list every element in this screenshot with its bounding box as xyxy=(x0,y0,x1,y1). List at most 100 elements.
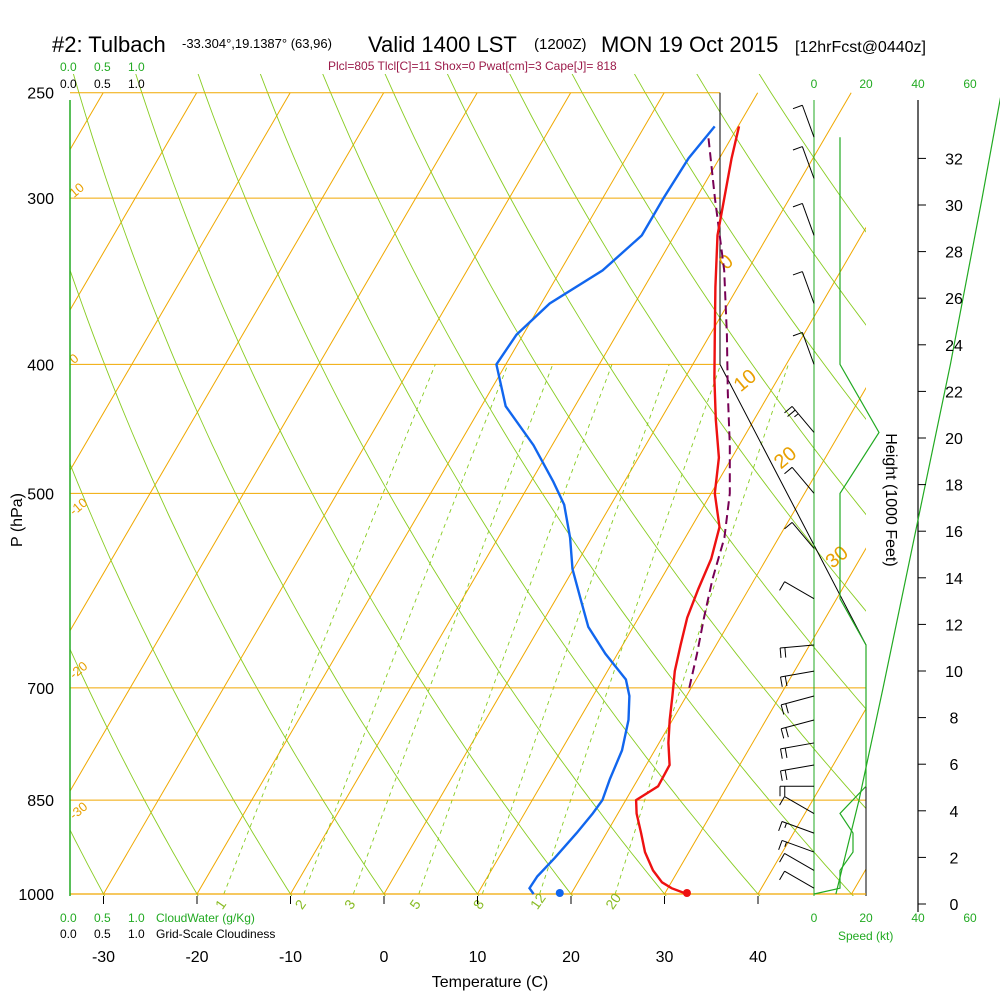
isotherm-line xyxy=(70,92,198,311)
height-tick-label: 6 xyxy=(950,757,959,774)
height-tick-label: 2 xyxy=(950,850,959,867)
wind-barb xyxy=(792,146,815,179)
dry-adiabat-line xyxy=(384,74,866,810)
frame-right-diagonal xyxy=(719,364,867,896)
dry-adiabat-line xyxy=(633,74,866,420)
top-black-tick-1: 0.5 xyxy=(94,77,111,91)
height-tick-label: 14 xyxy=(945,571,963,588)
dry-adiabat-line xyxy=(70,268,386,896)
wind-barb xyxy=(780,764,815,781)
isotherm-label: 0 xyxy=(715,250,738,274)
dry-adiabat-line xyxy=(135,74,574,896)
params-line: Plcl=805 Tlcl[C]=11 Shox=0 Pwat[cm]=3 Ca… xyxy=(328,59,617,73)
wind-barb-staff xyxy=(781,719,815,730)
dewpoint-line xyxy=(495,125,716,895)
wind-barb-staff xyxy=(801,332,815,365)
isotherm-line xyxy=(70,92,291,472)
wind-barb-flag xyxy=(784,770,788,781)
cw-tick-2: 1.0 xyxy=(128,911,145,925)
dry-adiabat-line xyxy=(72,74,480,896)
height-tick-label: 24 xyxy=(945,338,963,355)
wind-barb-flag xyxy=(780,704,785,715)
wind-barb xyxy=(779,852,815,871)
bottom-cloud-scales: 0.0 0.5 1.0 CloudWater (g/Kg) 0.0 0.5 1.… xyxy=(60,911,275,941)
wind-barb-staff xyxy=(784,581,815,600)
wind-barb-flag xyxy=(778,840,783,850)
wind-barb-flag xyxy=(792,104,803,110)
wind-barb xyxy=(792,271,815,304)
height-tick-label: 16 xyxy=(945,524,963,541)
x-tick-label: -30 xyxy=(92,949,115,966)
mixing-ratio-label: 20 xyxy=(602,890,624,912)
speed-tick-bottom: 0 xyxy=(811,911,818,925)
wind-barb-staff xyxy=(780,670,815,678)
top-green-tick-2: 1.0 xyxy=(128,60,145,74)
wind-barb xyxy=(778,839,815,853)
wind-barb-flag xyxy=(792,271,803,276)
wind-barb-flag xyxy=(780,770,783,781)
pressure-tick-label: 500 xyxy=(27,486,54,503)
pressure-tick-label: 400 xyxy=(27,357,54,374)
wind-barb-flag xyxy=(784,676,788,687)
wind-barb-flag xyxy=(784,647,787,658)
speed-tick-top: 60 xyxy=(963,77,977,91)
wind-barb-staff xyxy=(781,695,815,706)
wind-barb-staff xyxy=(784,852,815,871)
surface-dewpoint-marker xyxy=(555,889,564,897)
cw-tick-0: 0.0 xyxy=(60,911,77,925)
mixing-ratio-label: 8 xyxy=(470,896,488,912)
x-tick-label: 30 xyxy=(656,949,674,966)
y-axis-label: P (hPa) xyxy=(9,493,26,547)
isotherm-line xyxy=(851,868,866,895)
height-tick-label: 32 xyxy=(945,151,963,168)
wind-barb-half-flag xyxy=(794,413,799,418)
x-tick-label: -20 xyxy=(185,949,208,966)
wind-barb xyxy=(780,719,815,739)
dry-adiabat-line xyxy=(322,74,854,896)
wind-barb-flag xyxy=(792,202,803,208)
dry-adiabat-line xyxy=(446,74,866,710)
x-tick-label: 20 xyxy=(562,949,580,966)
wind-barbs xyxy=(778,104,815,889)
speed-tick-top: 40 xyxy=(911,77,925,91)
wind-barb-flag xyxy=(784,747,788,758)
wind-barb xyxy=(792,202,815,236)
wind-barb-flag xyxy=(779,853,785,863)
dry-adiabat-line xyxy=(70,648,199,896)
pressure-tick-label: 700 xyxy=(27,681,54,698)
wind-barb-flag xyxy=(778,821,783,832)
wind-barb-flag xyxy=(784,522,793,530)
height-tick-label: 4 xyxy=(950,804,959,821)
wind-barb-flag xyxy=(780,728,785,739)
wind-barb-staff xyxy=(784,796,815,814)
mixing-ratio-line xyxy=(418,364,613,895)
isotherm-line xyxy=(757,707,866,895)
height-tick-label: 18 xyxy=(945,478,963,495)
dry-adiabat-line xyxy=(70,462,293,896)
wind-barb-staff xyxy=(801,146,815,179)
wind-barb-staff xyxy=(801,105,815,138)
mixing-ratio-line xyxy=(539,364,722,895)
speed-tick-bottom: 40 xyxy=(911,911,925,925)
speed-tick-top: 20 xyxy=(859,77,873,91)
wind-barb xyxy=(792,331,815,365)
pressure-tick-label: 250 xyxy=(27,86,54,103)
title-date: MON 19 Oct 2015 xyxy=(601,32,778,57)
wind-barb-staff xyxy=(784,870,815,889)
wind-barb-flag xyxy=(785,703,789,714)
x-axis-label: Temperature (C) xyxy=(432,974,548,991)
height-axis-label: Height (1000 Feet) xyxy=(882,433,899,566)
pressure-tick-label: 850 xyxy=(27,793,54,810)
parcel-line xyxy=(688,137,731,689)
dry-adiabat-line xyxy=(70,828,106,896)
height-tick-label: 0 xyxy=(950,897,959,914)
x-tick-label: 10 xyxy=(469,949,487,966)
wind-barb-staff xyxy=(791,406,815,433)
wind-barb xyxy=(784,522,815,549)
wind-barb-staff xyxy=(780,764,815,772)
wind-barb xyxy=(779,581,815,600)
height-tick-label: 20 xyxy=(945,431,963,448)
wind-barb-flag xyxy=(792,331,803,337)
